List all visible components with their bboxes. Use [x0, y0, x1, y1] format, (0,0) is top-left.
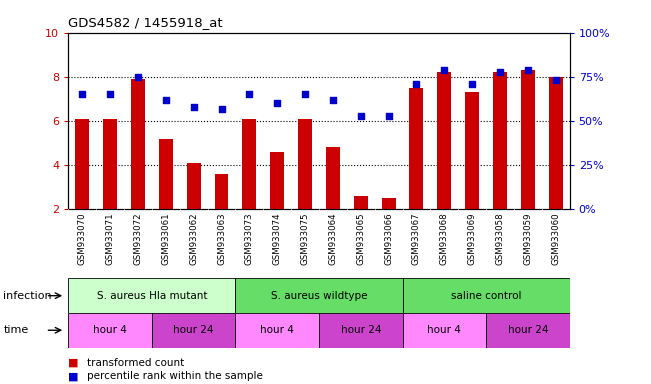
Text: GSM933074: GSM933074 — [273, 213, 282, 265]
Point — [189, 104, 199, 110]
Bar — [131, 79, 145, 209]
Bar — [68, 313, 152, 348]
Text: GDS4582 / 1455918_at: GDS4582 / 1455918_at — [68, 16, 223, 29]
Text: hour 24: hour 24 — [173, 325, 214, 335]
Text: saline control: saline control — [451, 291, 521, 301]
Text: GSM933068: GSM933068 — [440, 213, 449, 265]
Text: GSM933070: GSM933070 — [77, 213, 87, 265]
Point — [77, 91, 87, 98]
Text: S. aureus Hla mutant: S. aureus Hla mutant — [96, 291, 207, 301]
Text: hour 4: hour 4 — [93, 325, 127, 335]
Text: GSM933058: GSM933058 — [495, 213, 505, 265]
Text: GSM933071: GSM933071 — [105, 213, 115, 265]
Text: GSM933069: GSM933069 — [467, 213, 477, 265]
Bar — [236, 313, 319, 348]
Text: S. aureus wildtype: S. aureus wildtype — [271, 291, 367, 301]
Bar — [353, 196, 368, 209]
Bar — [326, 147, 340, 209]
Bar — [402, 313, 486, 348]
Bar — [493, 73, 507, 209]
Point — [495, 68, 505, 74]
Text: hour 24: hour 24 — [508, 325, 548, 335]
Text: hour 4: hour 4 — [427, 325, 462, 335]
Text: GSM933066: GSM933066 — [384, 213, 393, 265]
Bar — [381, 198, 396, 209]
Text: percentile rank within the sample: percentile rank within the sample — [87, 371, 262, 381]
Text: GSM933075: GSM933075 — [301, 213, 310, 265]
Point — [467, 81, 477, 87]
Bar — [242, 119, 256, 209]
Text: ■: ■ — [68, 358, 79, 368]
Point — [105, 91, 115, 98]
Bar — [236, 278, 402, 313]
Text: transformed count: transformed count — [87, 358, 184, 368]
Bar — [76, 119, 89, 209]
Bar — [465, 92, 479, 209]
Text: GSM933063: GSM933063 — [217, 213, 226, 265]
Point — [355, 113, 366, 119]
Text: GSM933061: GSM933061 — [161, 213, 171, 265]
Bar — [319, 313, 402, 348]
Bar — [215, 174, 229, 209]
Text: GSM933067: GSM933067 — [412, 213, 421, 265]
Text: GSM933072: GSM933072 — [133, 213, 143, 265]
Bar — [270, 152, 284, 209]
Point — [300, 91, 311, 98]
Bar — [159, 139, 173, 209]
Bar — [187, 163, 201, 209]
Point — [272, 100, 283, 106]
Bar — [68, 278, 236, 313]
Text: infection: infection — [3, 291, 52, 301]
Point — [383, 113, 394, 119]
Bar — [521, 70, 535, 209]
Point — [551, 77, 561, 83]
Text: GSM933062: GSM933062 — [189, 213, 198, 265]
Bar — [103, 119, 117, 209]
Text: time: time — [3, 325, 29, 335]
Point — [216, 106, 227, 112]
Point — [411, 81, 422, 87]
Bar — [486, 313, 570, 348]
Point — [523, 67, 533, 73]
Text: GSM933064: GSM933064 — [328, 213, 337, 265]
Point — [439, 67, 449, 73]
Text: GSM933060: GSM933060 — [551, 213, 561, 265]
Bar — [402, 278, 570, 313]
Bar — [152, 313, 236, 348]
Point — [244, 91, 255, 98]
Text: hour 4: hour 4 — [260, 325, 294, 335]
Text: hour 24: hour 24 — [340, 325, 381, 335]
Text: GSM933059: GSM933059 — [523, 213, 533, 265]
Point — [327, 97, 338, 103]
Point — [133, 74, 143, 80]
Text: GSM933073: GSM933073 — [245, 213, 254, 265]
Point — [161, 97, 171, 103]
Bar — [409, 88, 423, 209]
Bar — [549, 77, 562, 209]
Bar — [298, 119, 312, 209]
Bar — [437, 73, 451, 209]
Text: ■: ■ — [68, 371, 79, 381]
Text: GSM933065: GSM933065 — [356, 213, 365, 265]
